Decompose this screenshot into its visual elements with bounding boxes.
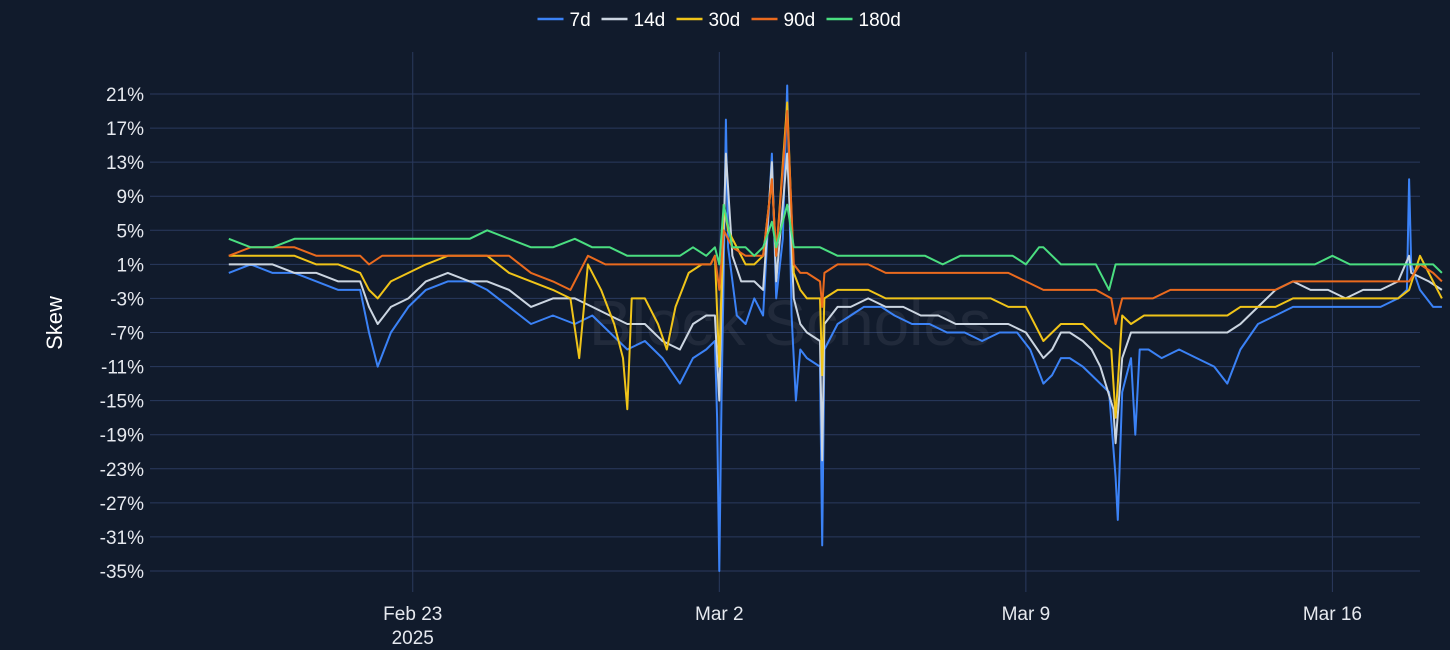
y-tick-label: -3% bbox=[110, 289, 144, 310]
y-tick-label: 1% bbox=[117, 255, 145, 276]
series-line-7d bbox=[228, 84, 1442, 572]
legend-label-7d: 7d bbox=[570, 10, 591, 31]
y-tick-label: -23% bbox=[100, 460, 144, 481]
legend-label-90d: 90d bbox=[784, 10, 816, 31]
x-tick-label: Mar 2 bbox=[695, 604, 744, 625]
y-tick-label: -31% bbox=[100, 528, 144, 549]
y-tick-label: -19% bbox=[100, 426, 144, 447]
legend: 7d 14d 30d 90d 180d bbox=[537, 10, 901, 31]
series-line-90d bbox=[228, 110, 1443, 325]
x-tick-label: Feb 23 bbox=[383, 604, 442, 625]
legend-label-30d: 30d bbox=[709, 10, 741, 31]
y-tick-label: -27% bbox=[100, 494, 144, 515]
legend-label-14d: 14d bbox=[634, 10, 666, 31]
y-tick-label: 5% bbox=[117, 221, 145, 242]
y-axis-title: Skew bbox=[42, 296, 67, 350]
series-lines bbox=[228, 84, 1443, 572]
axes: 21% 17% 13% 9% 5% 1% -3% -7% -11% -15% -19% -23% -27… bbox=[100, 85, 1362, 649]
gridlines bbox=[150, 52, 1420, 592]
legend-label-180d: 180d bbox=[859, 10, 901, 31]
y-tick-label: -7% bbox=[110, 324, 144, 345]
y-tick-label: -11% bbox=[101, 358, 144, 379]
y-tick-label: 17% bbox=[106, 119, 144, 140]
y-tick-label: -35% bbox=[100, 562, 144, 583]
x-tick-label: Mar 16 bbox=[1303, 604, 1362, 625]
series-line-30d bbox=[228, 101, 1443, 419]
x-tick-sublabel: 2025 bbox=[392, 628, 434, 649]
y-tick-label: 21% bbox=[106, 85, 144, 106]
y-tick-label: 13% bbox=[106, 153, 144, 174]
y-tick-label: 9% bbox=[117, 187, 145, 208]
y-tick-label: -15% bbox=[100, 392, 144, 413]
x-tick-label: Mar 9 bbox=[1002, 604, 1051, 625]
series-line-180d bbox=[228, 203, 1443, 291]
